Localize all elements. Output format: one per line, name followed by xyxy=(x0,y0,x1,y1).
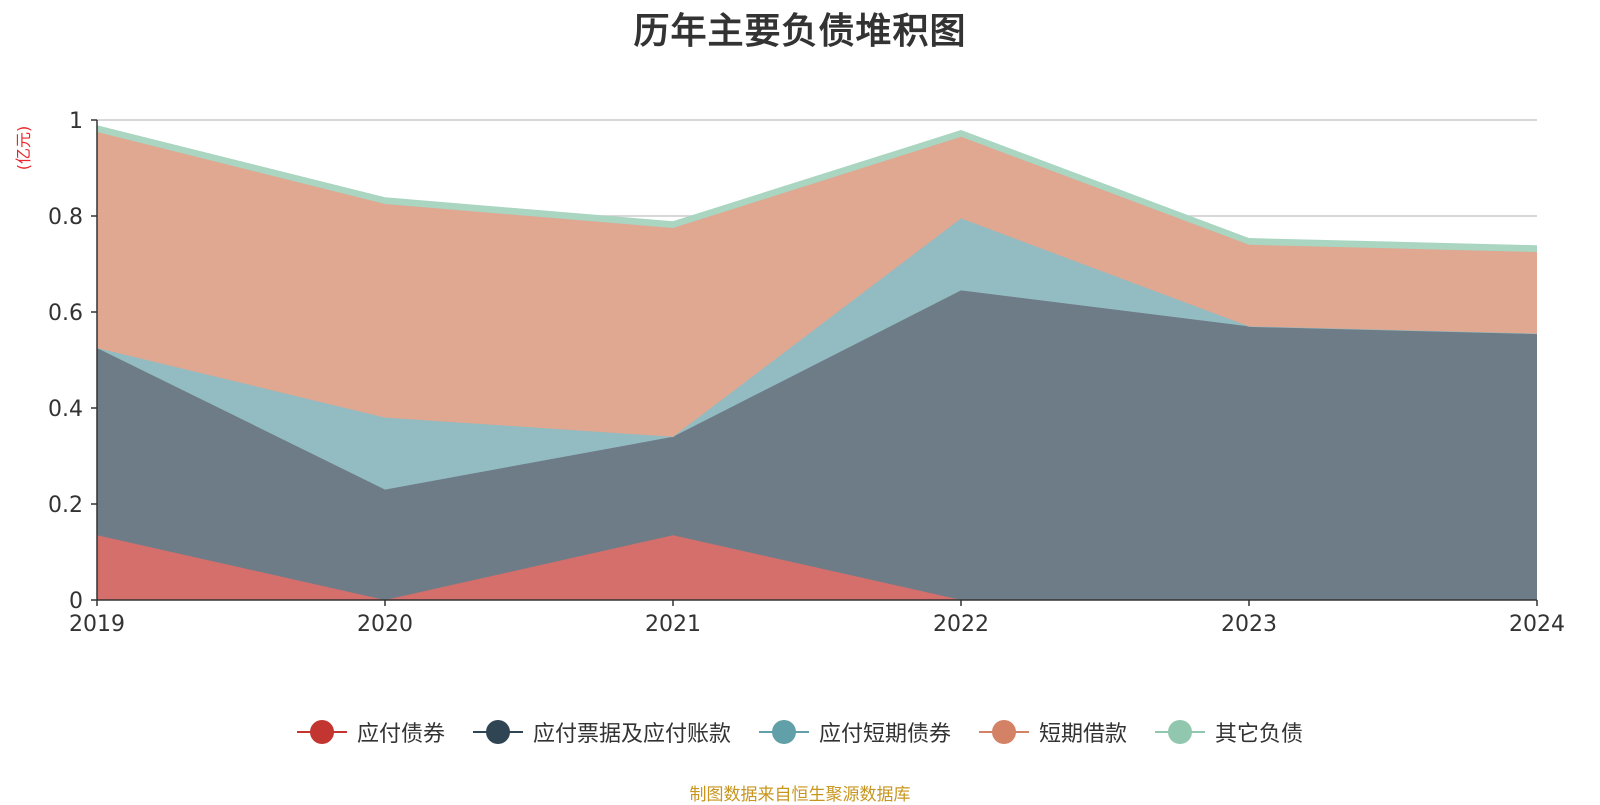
y-tick-label: 1 xyxy=(69,109,83,134)
legend-label: 应付票据及应付账款 xyxy=(532,722,731,747)
legend-label: 其它负债 xyxy=(1215,722,1304,747)
legend-marker-icon xyxy=(758,720,809,744)
legend-label: 短期借款 xyxy=(1039,722,1128,747)
x-tick-label: 2024 xyxy=(1509,612,1565,637)
series-area-0 xyxy=(97,535,1537,600)
y-tick-label: 0.6 xyxy=(48,301,83,326)
chart-legend: 应付债券 应付票据及应付账款 应付短期债券 短期借款 其它负债 xyxy=(0,716,1600,748)
series-area-3 xyxy=(97,132,1537,437)
x-tick-label: 2023 xyxy=(1221,612,1277,637)
series-line-4 xyxy=(96,125,1538,247)
legend-marker-icon xyxy=(979,720,1029,744)
y-tick-label: 0.2 xyxy=(48,493,83,518)
legend-item[interactable]: 短期借款 xyxy=(979,716,1127,748)
legend-item[interactable]: 应付债券 xyxy=(296,716,445,748)
series-area-2 xyxy=(97,218,1537,490)
legend-marker-icon xyxy=(1155,720,1206,744)
chart-title: 历年主要负债堆积图 xyxy=(633,11,967,52)
legend-marker-icon xyxy=(296,720,347,744)
y-tick-label: 0 xyxy=(69,589,83,614)
y-tick-label: 0.8 xyxy=(48,205,83,230)
x-tick-label: 2022 xyxy=(933,612,989,637)
axes: 0 0.2 0.4 0.6 0.8 1 2019 2020 2021 2022 2023 2024 xyxy=(48,109,1565,637)
series-area-1 xyxy=(97,290,1537,600)
legend-item[interactable]: 应付票据及应付账款 xyxy=(472,716,731,748)
stacked-areas xyxy=(96,125,1538,601)
legend-label: 应付债券 xyxy=(356,722,445,747)
legend-label: 应付短期债券 xyxy=(818,722,951,747)
data-source-note: 制图数据来自恒生聚源数据库 xyxy=(689,785,911,805)
legend-item[interactable]: 其它负债 xyxy=(1155,716,1303,748)
legend-marker-icon xyxy=(472,720,523,744)
y-tick-label: 0.4 xyxy=(48,397,83,422)
x-tick-label: 2021 xyxy=(645,612,701,637)
area-chart-plot: 0 0.2 0.4 0.6 0.8 1 2019 2020 2021 2022 2023 2024 xyxy=(48,109,1565,637)
legend-item[interactable]: 应付短期债券 xyxy=(758,716,951,748)
x-tick-label: 2019 xyxy=(69,612,125,637)
x-tick-label: 2020 xyxy=(357,612,413,637)
